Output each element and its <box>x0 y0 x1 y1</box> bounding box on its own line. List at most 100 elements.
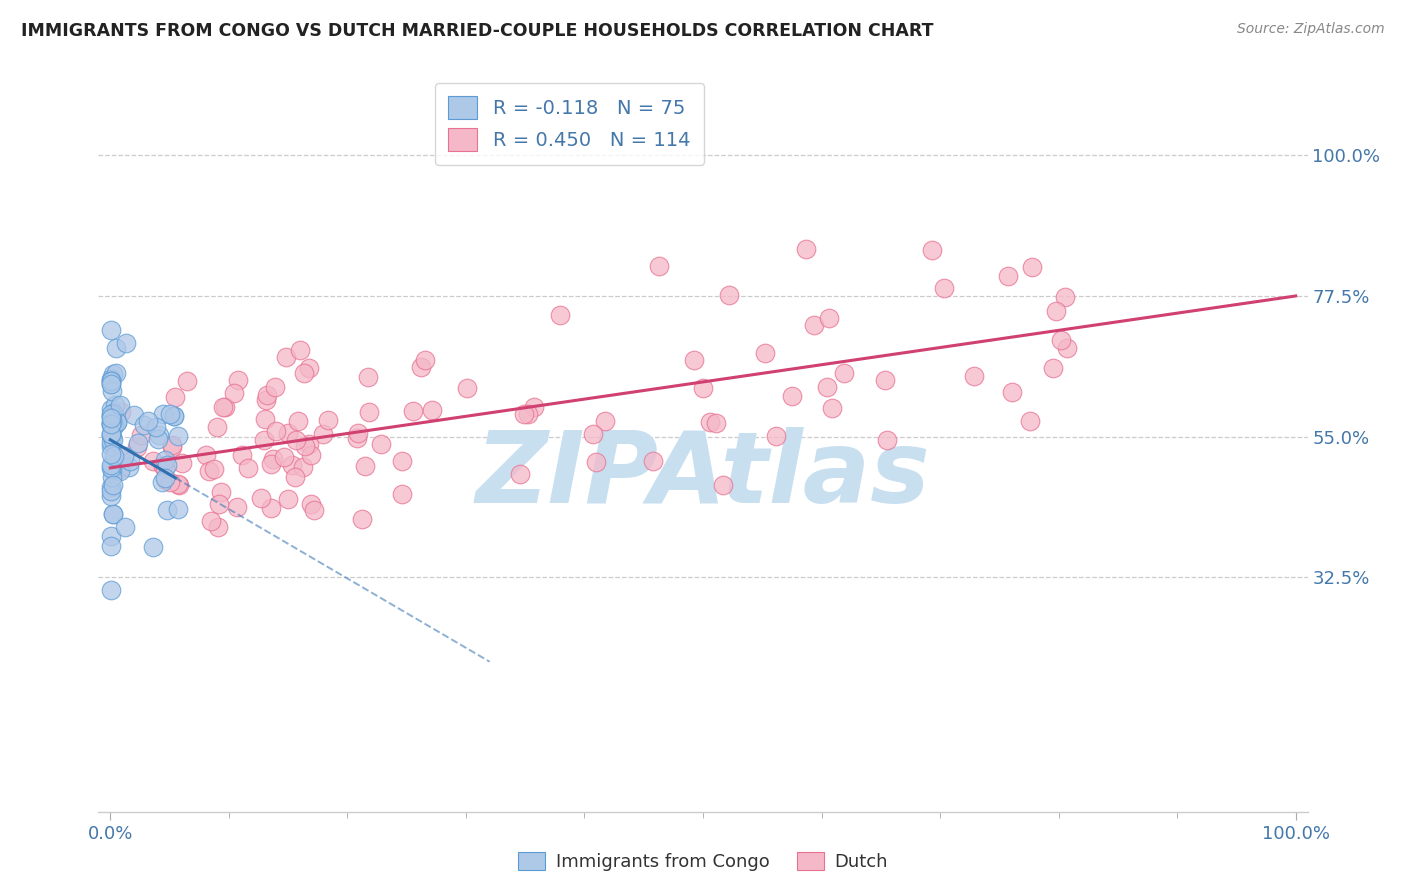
Point <box>100 447 122 461</box>
Point <box>284 470 307 484</box>
Point <box>132 418 155 433</box>
Text: IMMIGRANTS FROM CONGO VS DUTCH MARRIED-COUPLE HOUSEHOLDS CORRELATION CHART: IMMIGRANTS FROM CONGO VS DUTCH MARRIED-C… <box>21 22 934 40</box>
Point <box>167 429 190 443</box>
Point <box>1050 333 1073 347</box>
Point <box>100 417 122 431</box>
Point <box>260 457 283 471</box>
Text: Source: ZipAtlas.com: Source: ZipAtlas.com <box>1237 22 1385 37</box>
Point <box>100 374 122 388</box>
Point <box>114 519 136 533</box>
Point <box>136 414 159 428</box>
Point <box>101 507 124 521</box>
Point <box>195 448 218 462</box>
Point <box>294 439 316 453</box>
Point <box>170 456 193 470</box>
Point <box>107 461 129 475</box>
Point <box>226 373 249 387</box>
Point <box>231 449 253 463</box>
Point <box>284 433 307 447</box>
Point <box>100 323 122 337</box>
Point <box>277 425 299 440</box>
Point <box>100 484 122 499</box>
Point <box>159 408 181 422</box>
Point <box>100 416 122 430</box>
Point <box>200 514 222 528</box>
Point <box>100 372 122 386</box>
Point <box>112 449 135 463</box>
Point <box>159 475 181 489</box>
Point <box>288 343 311 357</box>
Point <box>100 409 122 424</box>
Point <box>214 401 236 415</box>
Point <box>100 374 122 388</box>
Point <box>262 452 284 467</box>
Point <box>142 454 165 468</box>
Point <box>155 473 177 487</box>
Point <box>155 471 177 485</box>
Point <box>211 484 233 499</box>
Point <box>100 489 122 503</box>
Point <box>114 336 136 351</box>
Point <box>100 480 122 494</box>
Point <box>548 309 571 323</box>
Point <box>103 419 125 434</box>
Point <box>169 478 191 492</box>
Point <box>815 380 838 394</box>
Point <box>253 433 276 447</box>
Point <box>821 401 844 415</box>
Point <box>299 497 322 511</box>
Point <box>1018 414 1040 428</box>
Point <box>101 430 124 444</box>
Point <box>401 404 423 418</box>
Point <box>100 470 122 484</box>
Point <box>156 458 179 472</box>
Point <box>352 512 374 526</box>
Point <box>101 384 124 398</box>
Point <box>287 414 309 428</box>
Point <box>125 440 148 454</box>
Point <box>222 385 245 400</box>
Point <box>264 379 287 393</box>
Point <box>100 417 122 432</box>
Point <box>370 437 392 451</box>
Point <box>1001 384 1024 399</box>
Point <box>100 411 122 425</box>
Point <box>832 366 855 380</box>
Point <box>100 416 122 430</box>
Point <box>765 429 787 443</box>
Point <box>302 502 325 516</box>
Point <box>921 243 943 257</box>
Point <box>456 381 478 395</box>
Point <box>1045 304 1067 318</box>
Point <box>274 350 297 364</box>
Point <box>347 425 370 440</box>
Point <box>238 461 260 475</box>
Point <box>277 491 299 506</box>
Point <box>391 454 413 468</box>
Point <box>108 398 131 412</box>
Point <box>711 478 734 492</box>
Point <box>153 453 176 467</box>
Point <box>105 341 128 355</box>
Point <box>256 388 278 402</box>
Point <box>167 502 190 516</box>
Point <box>513 407 536 421</box>
Point <box>208 497 231 511</box>
Point <box>643 454 665 468</box>
Point <box>250 491 273 505</box>
Point <box>101 417 124 432</box>
Legend: Immigrants from Congo, Dutch: Immigrants from Congo, Dutch <box>510 845 896 879</box>
Point <box>225 500 247 514</box>
Point <box>100 377 122 392</box>
Point <box>145 419 167 434</box>
Point <box>299 448 322 462</box>
Point <box>1042 360 1064 375</box>
Point <box>934 280 956 294</box>
Point <box>100 407 122 421</box>
Point <box>357 405 380 419</box>
Point <box>876 433 898 447</box>
Point <box>142 540 165 554</box>
Point <box>103 368 125 382</box>
Point <box>156 503 179 517</box>
Point <box>100 408 122 422</box>
